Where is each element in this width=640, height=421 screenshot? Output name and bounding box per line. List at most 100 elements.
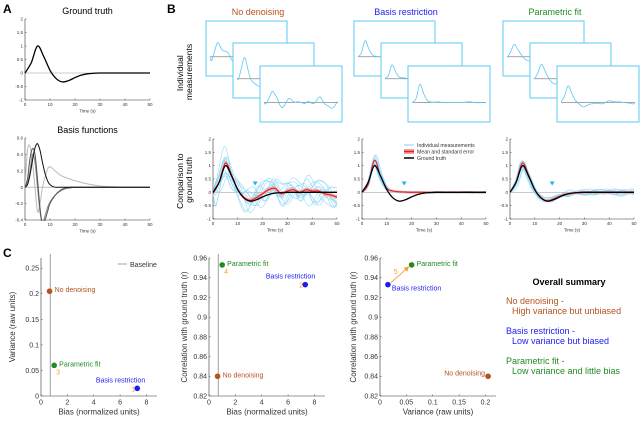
y-tick-label: 0.96	[364, 255, 378, 262]
x-tick-label: 6	[118, 400, 122, 407]
row-label-comparison: Comparison to ground truth	[175, 151, 194, 209]
order-number: 4	[224, 269, 228, 276]
point-label: Parametric fit	[59, 361, 100, 368]
y-tick-label: -0.5	[15, 84, 23, 89]
order-number: 1	[131, 386, 135, 393]
x-tick-label: 50	[334, 221, 340, 226]
point-no-denoising	[485, 373, 491, 380]
y-tick-label: 1	[505, 163, 508, 168]
y-tick-label: -0.5	[203, 203, 211, 208]
x-tick-label: 30	[582, 221, 588, 226]
column-title: No denoising	[232, 7, 285, 17]
x-tick-label: 40	[459, 221, 465, 226]
x-tick-label: 10	[384, 221, 390, 226]
y-tick-label: 0.86	[364, 354, 378, 361]
marker-triangle-icon	[252, 181, 258, 186]
individual-measurement-line	[509, 160, 635, 203]
x-tick-label: 40	[122, 102, 128, 107]
y-tick-label: 2	[357, 137, 360, 142]
x-tick-label: 0.05	[400, 400, 414, 407]
y-tick-label: 2	[20, 17, 23, 22]
individual-measurement-line	[361, 162, 487, 194]
y-tick-label: -1	[19, 98, 23, 103]
y-tick-label: -1	[356, 217, 360, 222]
x-axis-label: Time (s)	[564, 228, 581, 233]
x-axis-label: Time (s)	[267, 228, 284, 233]
y-tick-label: 1	[208, 163, 211, 168]
row-label-individual: Individual measurements	[175, 44, 194, 100]
y-tick-label: 0.92	[193, 295, 207, 302]
individual-measurements-no_denoising: No denoising	[205, 7, 343, 123]
summary-title: Overall summary	[532, 277, 605, 287]
basis-function-line	[25, 143, 150, 188]
point-label: Basis restriction	[96, 377, 146, 384]
ground-truth-line	[24, 45, 150, 83]
order-number: 3	[56, 369, 60, 376]
y-tick-label: 0.88	[364, 334, 378, 341]
point-label: Parametric fit	[227, 261, 268, 268]
x-tick-label: 30	[97, 222, 103, 227]
y-tick-label: 0.82	[364, 393, 378, 400]
summary-no-denoising-detail: High variance but unbiased	[512, 306, 621, 316]
point-label: No denoising	[223, 372, 264, 379]
point-basis-restriction	[134, 385, 141, 392]
measurement-trace	[560, 85, 636, 108]
x-tick-label: 0	[24, 102, 27, 107]
basis-function-line	[25, 148, 150, 221]
x-tick-label: 10	[532, 221, 538, 226]
order-number: 5	[394, 269, 398, 276]
y-tick-label: 1.5	[205, 150, 212, 155]
chart-title: Ground truth	[62, 6, 113, 16]
individual-measurement-line	[212, 159, 338, 214]
y-tick-label: 0.6	[17, 136, 24, 141]
x-axis-label: Variance (raw units)	[403, 408, 474, 417]
summary-no-denoising-head: No denoising -	[506, 296, 564, 306]
legend-entry: Ground truth	[417, 156, 446, 162]
x-tick-label: 50	[147, 102, 153, 107]
x-tick-label: 0	[212, 221, 215, 226]
x-tick-label: 0	[39, 400, 43, 407]
y-tick-label: 0.25	[25, 266, 39, 273]
order-number: 2	[299, 283, 303, 290]
point-label: No denoising	[444, 370, 485, 377]
basis-function-line	[25, 153, 150, 221]
point-basis-restriction	[385, 281, 391, 288]
chart-1: -0.4 -0.2 0 0.2 0.4 0.6 0 10 20 30 40 50 Time (s) Bas…	[15, 125, 153, 234]
x-tick-label: 10	[47, 102, 53, 107]
point-label: No denoising	[55, 287, 96, 294]
x-tick-label: 40	[607, 221, 613, 226]
y-tick-label: 0	[35, 393, 39, 400]
x-tick-label: 0	[509, 221, 512, 226]
x-tick-label: 20	[409, 221, 415, 226]
x-tick-label: 50	[631, 221, 637, 226]
ground-truth-line	[509, 165, 634, 202]
point-no-denoising	[214, 373, 221, 380]
y-tick-label: -0.5	[352, 203, 360, 208]
ground-truth-line	[361, 165, 486, 202]
individual-measurements-parametric_fit: Parametric fit	[502, 7, 640, 123]
x-tick-label: 0	[378, 400, 382, 407]
y-tick-label: -1	[207, 217, 211, 222]
point-basis-restriction	[302, 281, 309, 288]
x-tick-label: 2	[233, 400, 237, 407]
y-tick-label: 0.94	[193, 275, 207, 282]
y-tick-label: 0	[505, 190, 508, 195]
x-tick-label: 20	[72, 222, 78, 227]
y-tick-label: 0.92	[364, 295, 378, 302]
basis-function-line	[25, 144, 150, 213]
panel-label-b: B	[167, 2, 176, 16]
x-tick-label: 40	[122, 222, 128, 227]
point-no-denoising	[46, 288, 53, 295]
y-tick-label: 0.2	[29, 291, 39, 298]
y-tick-label: -0.4	[15, 218, 23, 223]
y-tick-label: 0.86	[193, 354, 207, 361]
x-tick-label: 8	[145, 400, 149, 407]
y-tick-label: 0.5	[502, 177, 509, 182]
column-title: Basis restriction	[374, 7, 438, 17]
point-label: Basis restriction	[392, 286, 442, 293]
point-label: Parametric fit	[417, 261, 458, 268]
y-tick-label: -1	[504, 217, 508, 222]
